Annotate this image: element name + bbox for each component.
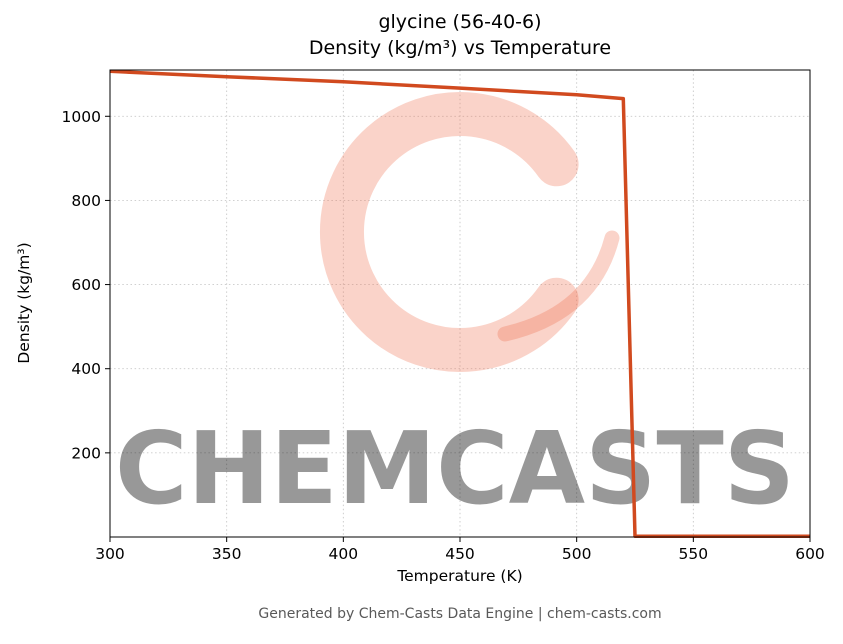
y-tick-label: 200 bbox=[71, 444, 101, 462]
y-tick-label: 800 bbox=[71, 192, 101, 210]
x-tick-label: 500 bbox=[562, 545, 592, 563]
x-tick-label: 400 bbox=[329, 545, 359, 563]
x-tick-label: 550 bbox=[679, 545, 709, 563]
y-tick-label: 1000 bbox=[62, 108, 101, 126]
x-tick-label: 350 bbox=[212, 545, 242, 563]
chart-title-line1: glycine (56-40-6) bbox=[378, 11, 542, 33]
chart-title: glycine (56-40-6) Density (kg/m³) vs Tem… bbox=[110, 9, 810, 61]
watermark-logo-c bbox=[319, 92, 579, 372]
x-axis-label: Temperature (K) bbox=[397, 567, 523, 585]
watermark-text: CHEMCASTS bbox=[115, 410, 795, 527]
y-tick-label: 600 bbox=[71, 276, 101, 294]
y-tick-label: 400 bbox=[71, 360, 101, 378]
watermark-logo-swish bbox=[497, 230, 620, 342]
x-tick-label: 600 bbox=[795, 545, 825, 563]
x-tick-label: 450 bbox=[445, 545, 475, 563]
chart-title-line2: Density (kg/m³) vs Temperature bbox=[308, 37, 612, 59]
footer-credit: Generated by Chem-Casts Data Engine | ch… bbox=[258, 606, 662, 622]
x-tick-label: 300 bbox=[95, 545, 125, 563]
y-axis-label: Density (kg/m³) bbox=[15, 242, 33, 364]
density-line bbox=[109, 69, 810, 538]
